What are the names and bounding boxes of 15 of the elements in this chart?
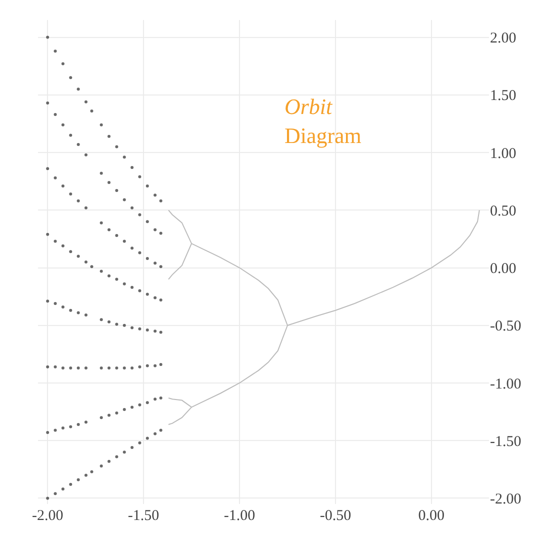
x-tick-label: -2.00 [32,508,64,524]
y-tick-label: -0.50 [490,318,522,335]
y-tick-label: 1.00 [490,146,516,162]
y-tick-label: -1.00 [490,376,522,392]
y-tick-label: 2.00 [490,30,516,47]
y-tick-label: 0.00 [490,261,516,278]
x-tick-label: -1.00 [224,508,256,524]
y-tick-label: 0.50 [490,203,516,220]
x-tick-label: -1.50 [128,508,160,524]
text: Orbit Diagram [284,94,362,148]
y-tick-label: 1.50 [490,88,516,104]
y-tick-label: -1.50 [490,434,522,450]
y-tick-label: -2.00 [490,491,522,508]
x-tick-label: -0.50 [320,508,352,524]
x-tick-label: 0.00 [418,508,445,524]
